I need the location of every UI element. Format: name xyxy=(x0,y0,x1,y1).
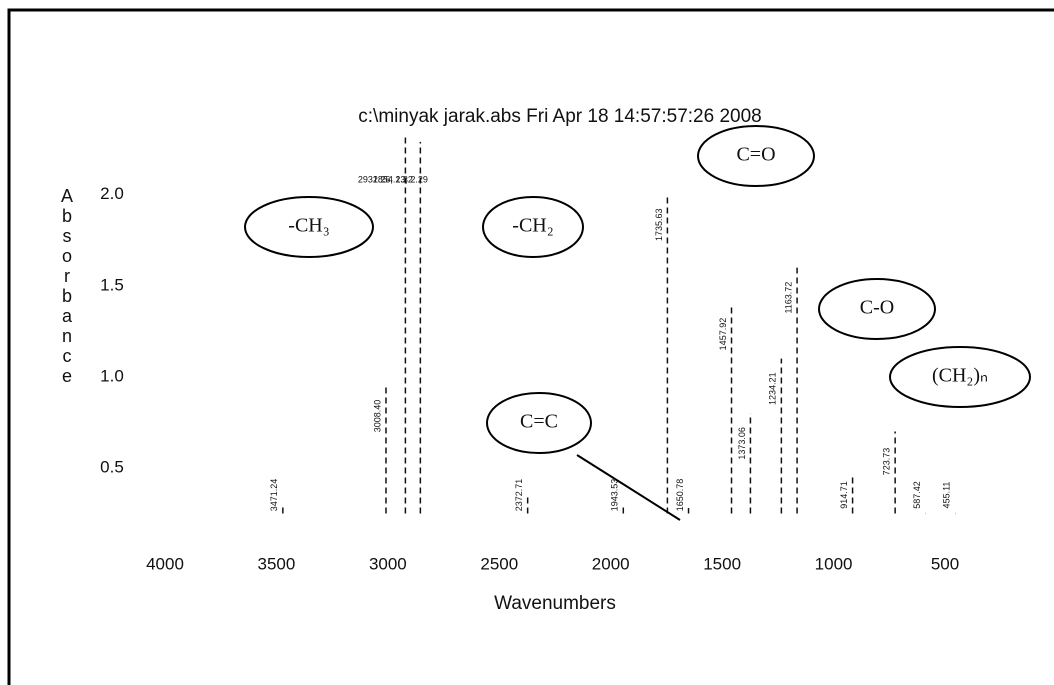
x-tick-label: 500 xyxy=(931,554,959,573)
annotation: -CH₂ xyxy=(512,215,553,237)
y-tick-label: 0.5 xyxy=(100,457,124,476)
annotation: -CH₃ xyxy=(288,215,329,237)
annotation: C-O xyxy=(860,297,894,319)
x-tick-label: 2500 xyxy=(480,554,518,573)
page: c:\minyak jarak.abs Fri Apr 18 14:57:57:… xyxy=(0,0,1054,685)
chart: c:\minyak jarak.abs Fri Apr 18 14:57:57:… xyxy=(0,0,1054,685)
x-tick-label: 1500 xyxy=(703,554,741,573)
peak-label: 1457.92 xyxy=(718,318,728,351)
peak-label: 723.73 xyxy=(882,448,892,476)
peak-label: 2372.71 xyxy=(514,479,524,512)
peak-label: 587.42 xyxy=(912,481,922,509)
y-tick-label: 2.0 xyxy=(100,184,124,203)
peak-label: 3471.24 xyxy=(269,479,279,512)
peak-label: 1650.78 xyxy=(675,479,685,512)
annotation: C=C xyxy=(520,411,558,433)
peak-label: 1163.72 xyxy=(783,282,793,314)
pointer xyxy=(577,455,680,520)
peak-label: 1943.53 xyxy=(610,479,620,512)
peak-label: 914.71 xyxy=(839,481,849,509)
chart-title: c:\minyak jarak.abs Fri Apr 18 14:57:57:… xyxy=(358,106,761,127)
peak-label: 2854.13, 2.29 xyxy=(373,174,428,184)
annotation: (CH₂)ₙ xyxy=(932,365,988,387)
peak-label: 1234.21 xyxy=(768,372,778,405)
peak-label: 1373.06 xyxy=(737,427,747,460)
x-axis-label: Wavenumbers xyxy=(494,593,616,614)
y-tick-label: 1.0 xyxy=(100,366,124,385)
x-tick-label: 1000 xyxy=(815,554,853,573)
y-axis-label: Absorbance xyxy=(60,186,74,386)
x-tick-label: 4000 xyxy=(146,554,184,573)
peak-label: 3008.40 xyxy=(372,400,382,433)
peak-label: 455.11 xyxy=(941,482,951,509)
x-tick-label: 3500 xyxy=(258,554,296,573)
x-tick-label: 2000 xyxy=(592,554,630,573)
annotation: C=O xyxy=(736,144,775,166)
x-tick-label: 3000 xyxy=(369,554,407,573)
y-tick-label: 1.5 xyxy=(100,275,124,294)
peak-label: 1735.63 xyxy=(654,208,664,241)
